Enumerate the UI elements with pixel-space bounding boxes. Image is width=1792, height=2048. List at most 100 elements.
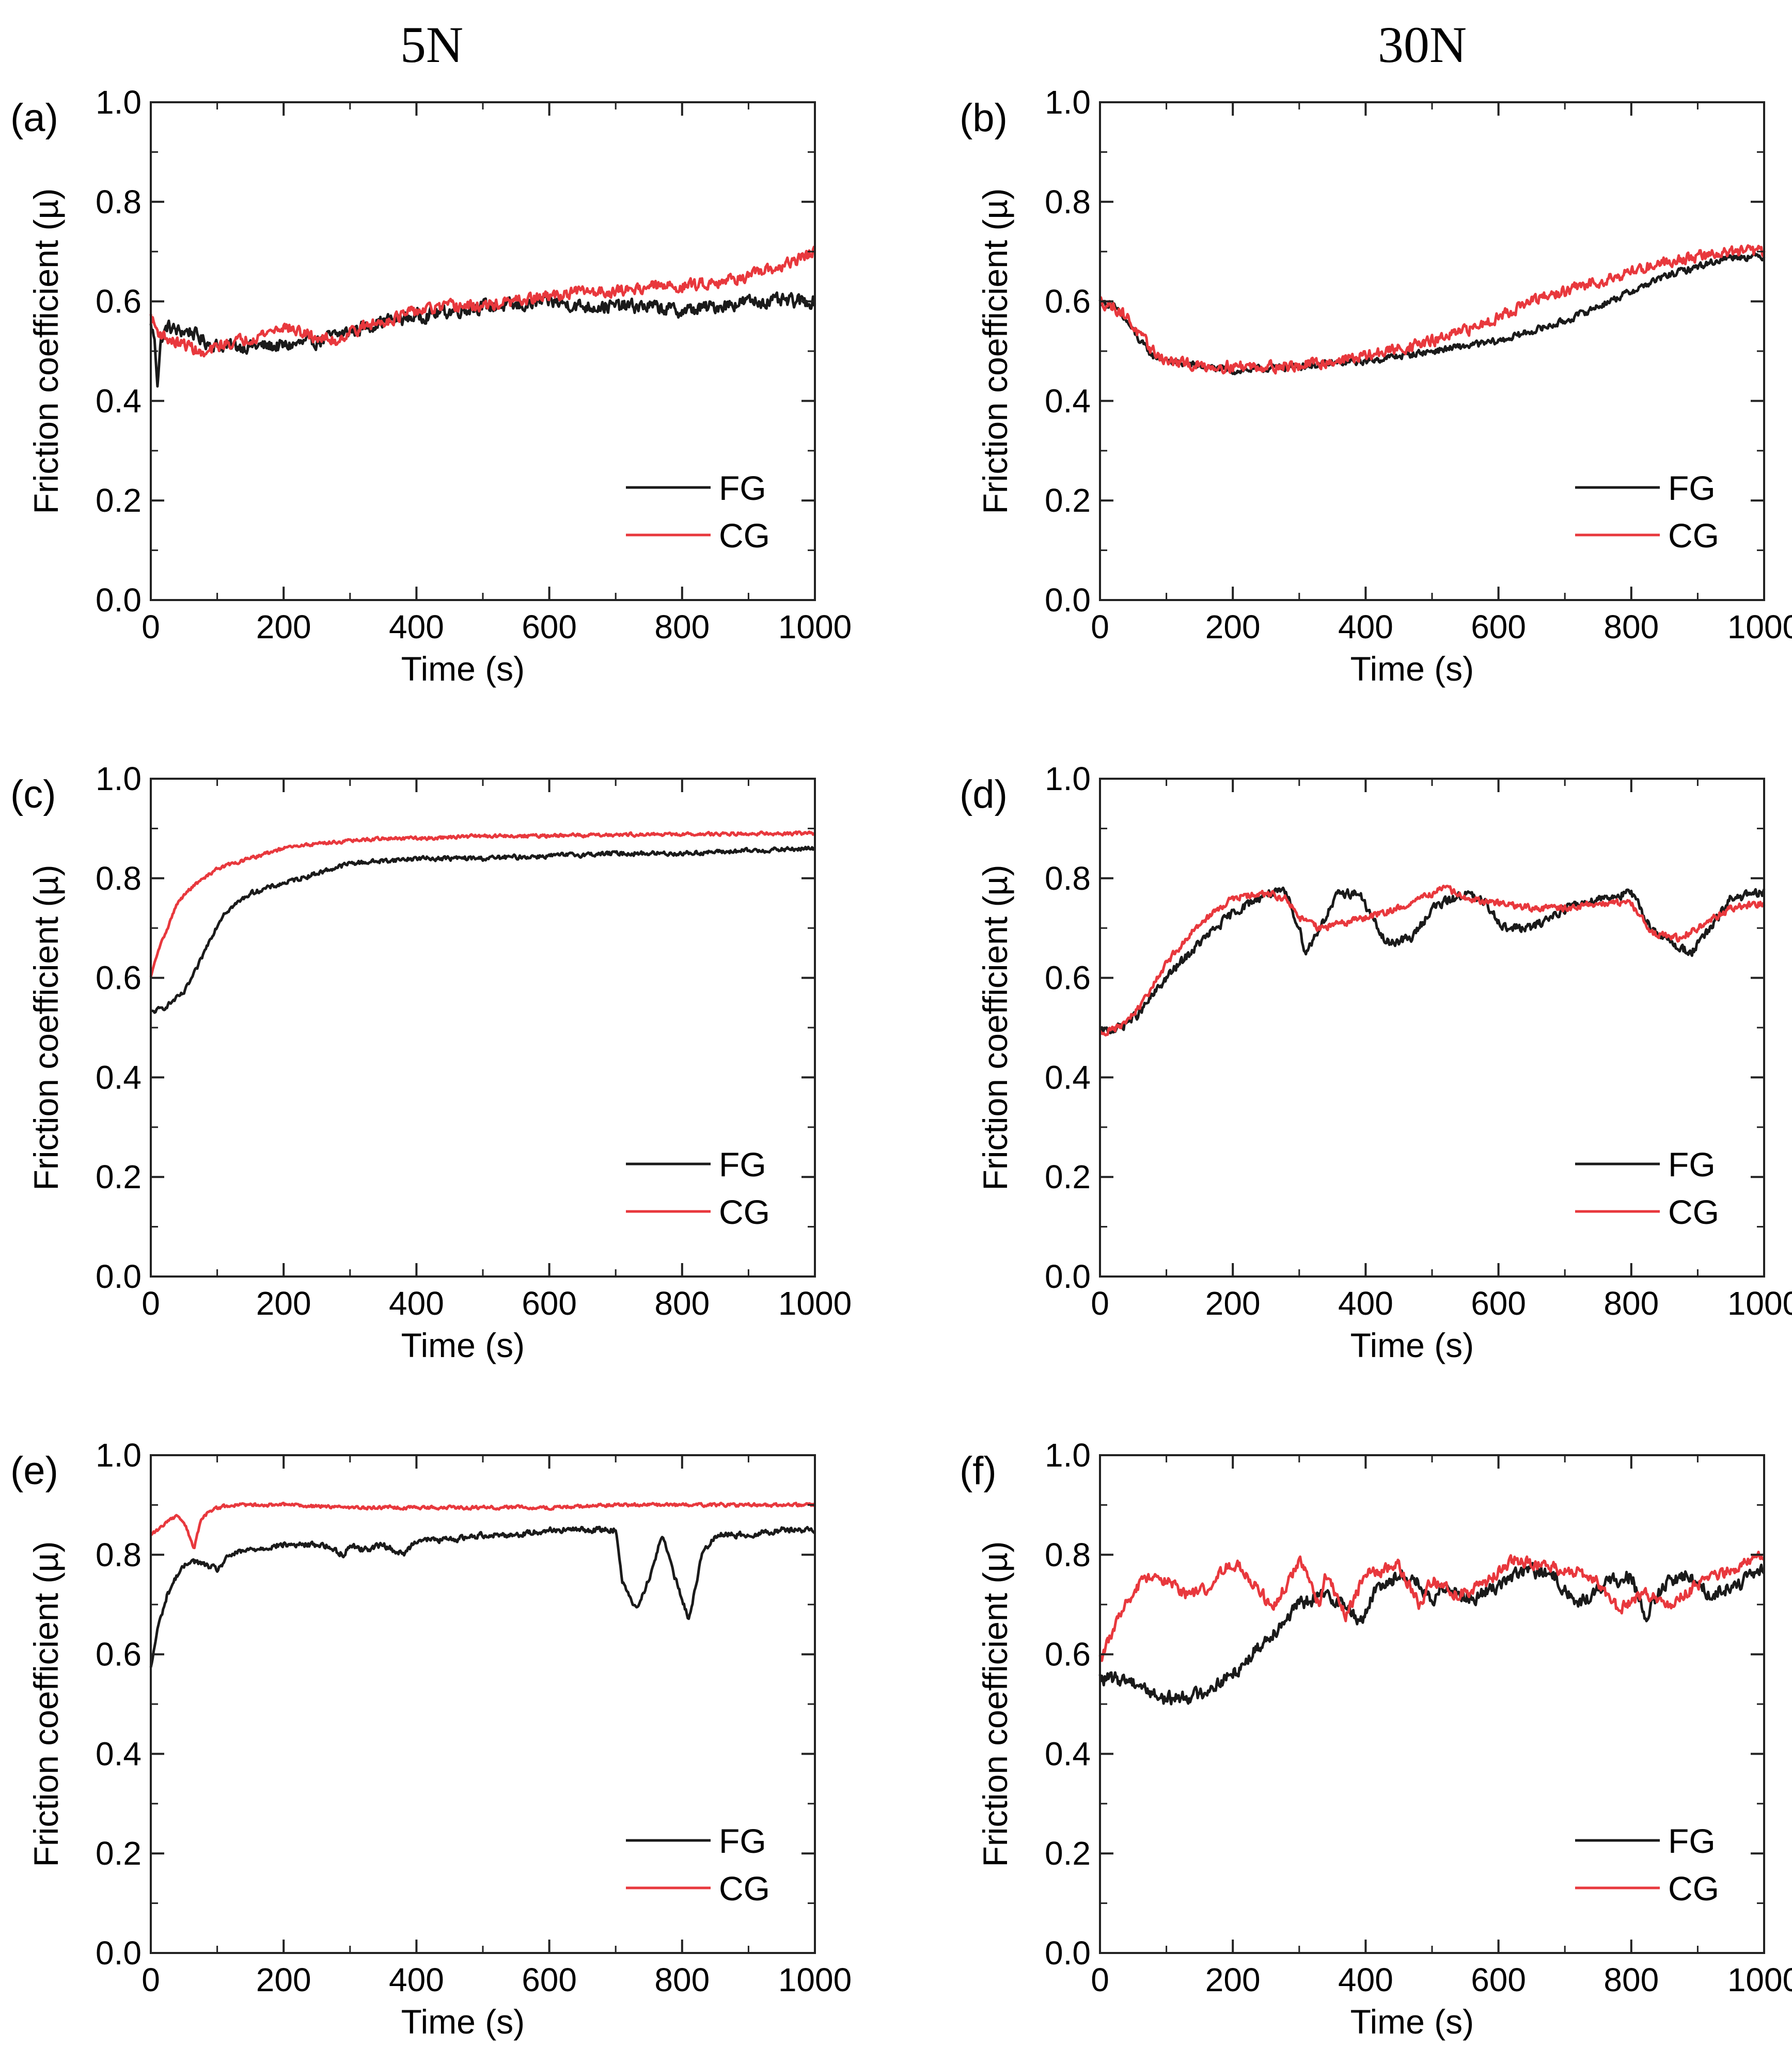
y-tick-label: 0.4 <box>1045 1059 1091 1096</box>
x-tick-label: 800 <box>654 1961 710 1998</box>
x-tick-label: 0 <box>142 1961 160 1998</box>
x-tick-label: 0 <box>142 608 160 645</box>
y-tick-label: 0.0 <box>96 1934 142 1972</box>
x-tick-label: 400 <box>389 608 444 645</box>
legend-label-cg: CG <box>1668 1193 1719 1231</box>
x-tick-label: 200 <box>1205 1961 1261 1998</box>
x-axis-label: Time (s) <box>1350 1326 1474 1364</box>
legend-label-cg: CG <box>719 1869 770 1908</box>
x-tick-label: 0 <box>1091 608 1109 645</box>
x-tick-label: 600 <box>1471 1285 1526 1322</box>
y-tick-label: 0.6 <box>96 283 142 320</box>
y-tick-label: 0.2 <box>1045 482 1091 519</box>
x-tick-label: 1000 <box>1727 1285 1792 1322</box>
chart-panel-e: (e) 0 200 400 600 800 1000 0.0 0.2 0.4 0.6 0.8 1.0 Ti… <box>10 1437 852 2041</box>
x-tick-label: 400 <box>389 1285 444 1322</box>
x-tick-label: 600 <box>522 608 577 645</box>
y-axis-label: Friction coefficient (µ) <box>976 188 1014 514</box>
panel-label: (b) <box>960 96 1008 140</box>
panel-label: (d) <box>960 773 1008 816</box>
legend-label-fg: FG <box>1668 1145 1716 1184</box>
legend-label-fg: FG <box>719 1822 766 1860</box>
x-tick-label: 200 <box>256 608 311 645</box>
y-tick-label: 0.2 <box>1045 1835 1091 1872</box>
y-tick-label: 1.0 <box>96 1437 142 1474</box>
y-tick-label: 1.0 <box>96 760 142 797</box>
x-tick-label: 1000 <box>1727 1961 1792 1998</box>
x-tick-label: 800 <box>1604 608 1659 645</box>
series-line-cg <box>149 830 816 978</box>
y-tick-label: 0.4 <box>96 382 142 419</box>
x-tick-label: 800 <box>654 1285 710 1322</box>
x-tick-label: 800 <box>1604 1285 1659 1322</box>
x-tick-label: 600 <box>522 1285 577 1322</box>
legend-label-cg: CG <box>719 1193 770 1231</box>
panel-label: (c) <box>10 773 56 816</box>
y-axis-label: Friction coefficient (µ) <box>976 1541 1014 1867</box>
chart-panel-f: (f) 0 200 400 600 800 1000 0.0 0.2 0.4 0.6 0.8 1.0 Ti… <box>960 1437 1792 2041</box>
plot-frame <box>1099 778 1765 1278</box>
chart-panel-d: (d) 0 200 400 600 800 1000 0.0 0.2 0.4 0.6 0.8 1.0 Ti… <box>960 760 1792 1364</box>
y-tick-label: 0.6 <box>1045 283 1091 320</box>
y-tick-label: 1.0 <box>1045 84 1091 121</box>
y-tick-label: 0.2 <box>1045 1158 1091 1195</box>
panel-label: (a) <box>10 96 58 140</box>
x-tick-label: 0 <box>1091 1285 1109 1322</box>
plot-frame <box>150 101 816 601</box>
series-line-fg <box>149 1525 815 1668</box>
y-tick-label: 0.6 <box>96 1636 142 1673</box>
y-tick-label: 0.4 <box>1045 1735 1091 1772</box>
legend-label-fg: FG <box>719 469 766 507</box>
series-line-cg <box>150 1502 816 1550</box>
x-tick-label: 1000 <box>778 608 852 645</box>
x-tick-label: 1000 <box>778 1285 852 1322</box>
x-tick-label: 0 <box>1091 1961 1109 1998</box>
y-tick-label: 0.8 <box>1045 183 1091 220</box>
x-tick-label: 600 <box>522 1961 577 1998</box>
legend-label-cg: CG <box>719 516 770 555</box>
x-axis-label: Time (s) <box>401 2003 525 2041</box>
y-tick-label: 0.4 <box>1045 382 1091 419</box>
series-line-fg <box>150 845 816 1014</box>
y-tick-label: 0.8 <box>1045 1536 1091 1573</box>
y-tick-label: 1.0 <box>1045 1437 1091 1474</box>
series-line-cg <box>149 245 816 358</box>
y-tick-label: 0.0 <box>1045 1258 1091 1295</box>
x-tick-label: 800 <box>654 608 710 645</box>
y-tick-label: 0.8 <box>96 1536 142 1573</box>
chart-panel-b: (b) 0 200 400 600 800 1000 0.0 0.2 0.4 0.6 0.8 1.0 Ti… <box>960 84 1792 688</box>
y-tick-label: 0.6 <box>1045 959 1091 997</box>
x-tick-label: 1000 <box>1727 608 1792 645</box>
series-line-cg <box>1099 244 1766 375</box>
x-tick-label: 800 <box>1604 1961 1659 1998</box>
x-axis-label: Time (s) <box>401 1326 525 1364</box>
plot-frame <box>150 1454 816 1954</box>
x-tick-label: 400 <box>389 1961 444 1998</box>
x-tick-label: 200 <box>256 1961 311 1998</box>
legend-label-fg: FG <box>1668 469 1716 507</box>
x-axis-label: Time (s) <box>401 650 525 688</box>
y-tick-label: 1.0 <box>96 84 142 121</box>
panel-label: (f) <box>960 1449 997 1493</box>
x-axis-label: Time (s) <box>1350 650 1474 688</box>
y-tick-label: 0.6 <box>96 959 142 997</box>
y-tick-label: 0.4 <box>96 1735 142 1772</box>
x-tick-label: 400 <box>1338 608 1393 645</box>
chart-panel-a: (a) 0 200 400 600 800 1000 0.0 0.2 0.4 0.6 0.8 1.0 Ti… <box>10 84 852 688</box>
y-axis-label: Friction coefficient (µ) <box>27 865 65 1191</box>
y-tick-label: 1.0 <box>1045 760 1091 797</box>
x-tick-label: 200 <box>1205 608 1261 645</box>
x-tick-label: 400 <box>1338 1285 1393 1322</box>
x-tick-label: 600 <box>1471 1961 1526 1998</box>
y-axis-label: Friction coefficient (µ) <box>27 1541 65 1867</box>
x-tick-label: 200 <box>256 1285 311 1322</box>
panel-label: (e) <box>10 1449 58 1493</box>
series-line-fg <box>1099 886 1766 1034</box>
y-tick-label: 0.0 <box>96 1258 142 1295</box>
legend-label-cg: CG <box>1668 516 1719 555</box>
y-tick-label: 0.0 <box>1045 1934 1091 1972</box>
y-tick-label: 0.0 <box>1045 581 1091 619</box>
series-line-fg <box>1098 251 1766 375</box>
x-tick-label: 1000 <box>778 1961 852 1998</box>
